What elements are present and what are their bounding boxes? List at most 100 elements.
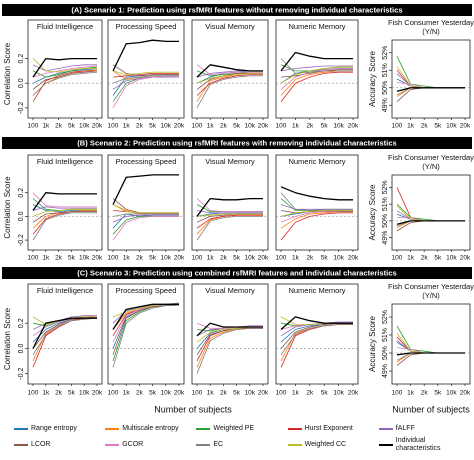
y-tick-label: -0.2 <box>18 102 25 114</box>
x-tick-label: 1k <box>42 390 50 397</box>
series-line <box>280 71 353 102</box>
y-tick-label: 52% <box>382 46 389 60</box>
panel-title: Numeric Memory <box>288 157 345 166</box>
series-line <box>112 39 179 72</box>
legend-swatch <box>378 428 393 430</box>
x-tick-label: 1k <box>407 390 415 397</box>
x-tick-label: 20k <box>348 390 359 397</box>
series-line <box>396 220 465 225</box>
x-tick-label: 100 <box>276 390 287 397</box>
y-tick-label: 49% <box>382 231 389 245</box>
series-line <box>280 324 353 368</box>
x-tick-label: 10k <box>446 390 457 397</box>
y-tick-label: 0.2 <box>18 318 25 328</box>
series-line <box>32 317 97 349</box>
legend-item: Weighted CC <box>287 437 379 453</box>
x-tick-label: 2k <box>306 390 314 397</box>
legend-swatch <box>287 428 302 430</box>
y-tick-label: 51% <box>382 197 389 211</box>
x-tick-label: 20k <box>348 123 359 130</box>
x-tick-label: 5k <box>233 390 241 397</box>
series-line <box>32 211 97 235</box>
x-tick-label: 10k <box>245 390 256 397</box>
x-tick-label: 20k <box>348 255 359 262</box>
series-line <box>112 213 179 217</box>
series-line <box>280 68 353 90</box>
series-line <box>280 65 353 72</box>
x-tick-label: 20k <box>460 123 471 130</box>
x-tick-label: 1k <box>407 123 415 130</box>
series-line <box>112 73 179 78</box>
x-tick-label: 5k <box>233 123 241 130</box>
legend-label: Range entropy <box>31 425 77 432</box>
y-axis-label: Correlation Score <box>3 42 12 105</box>
series-line <box>196 64 263 75</box>
series-line <box>280 316 353 330</box>
x-tick-label: 10k <box>79 123 90 130</box>
x-tick-label: 100 <box>108 255 119 262</box>
banner-title: (C) Scenario 3: Prediction using combine… <box>77 269 396 278</box>
y-tick-label: 52% <box>382 310 389 324</box>
legend-label: EC <box>213 441 224 448</box>
legend-item: Individual characteristics <box>378 437 470 453</box>
x-tick-label: 1k <box>123 123 131 130</box>
series-line <box>280 58 353 74</box>
legend-swatch <box>287 444 302 446</box>
x-tick-label: 10k <box>79 255 90 262</box>
legend-item: Hurst Exponent <box>287 425 379 433</box>
x-tick-label: 2k <box>306 123 314 130</box>
banner <box>2 137 472 149</box>
panel-frame <box>27 19 103 119</box>
x-tick-label: 1k <box>207 255 215 262</box>
legend-swatch <box>378 444 393 446</box>
x-tick-label: 20k <box>460 390 471 397</box>
panel-title: Visual Memory <box>205 286 255 295</box>
legend-swatch <box>105 444 120 446</box>
legend: Range entropy Multiscale entropy Weighted … <box>14 425 470 453</box>
y-tick-label: 0.0 <box>18 211 25 221</box>
x-tick-label: 1k <box>207 123 215 130</box>
x-tick-label: 1k <box>42 255 50 262</box>
x-tick-label: 20k <box>258 123 269 130</box>
series-line <box>280 51 353 72</box>
series-line <box>112 305 179 368</box>
y-tick-label: 51% <box>382 328 389 342</box>
x-axis-label: Number of subjects <box>154 404 232 414</box>
panel-frame <box>107 154 185 251</box>
series-line <box>196 210 263 214</box>
series-line <box>32 208 97 217</box>
series-line <box>396 70 465 89</box>
series-line <box>196 74 263 96</box>
x-tick-label: 2k <box>55 255 63 262</box>
series-line <box>112 75 179 109</box>
x-tick-label: 100 <box>192 123 203 130</box>
x-tick-label: 1k <box>42 123 50 130</box>
series-line <box>196 327 263 374</box>
panel-title: Visual Memory <box>205 22 255 31</box>
x-tick-label: 20k <box>174 255 185 262</box>
series-line <box>396 336 465 354</box>
legend-swatch <box>14 428 28 430</box>
panel-frame <box>107 19 185 119</box>
series-line <box>280 212 353 241</box>
series-line <box>32 70 97 102</box>
series-line <box>32 65 98 78</box>
x-tick-label: 100 <box>28 123 39 130</box>
series-line <box>32 69 98 96</box>
panel-frame <box>191 19 269 119</box>
series-line <box>32 71 98 96</box>
legend-item: LCOR <box>14 437 105 453</box>
legend-swatch <box>196 428 211 430</box>
panel-frame <box>275 283 359 385</box>
panel-frame <box>27 154 103 251</box>
x-tick-label: 2k <box>136 390 144 397</box>
series-line <box>196 73 263 102</box>
series-line <box>196 213 263 217</box>
x-tick-label: 100 <box>28 255 39 262</box>
x-tick-label: 10k <box>161 255 172 262</box>
panel-frame <box>391 303 471 385</box>
panel-frame <box>27 283 103 385</box>
panel-title: Numeric Memory <box>288 22 345 31</box>
panel-title: Numeric Memory <box>288 286 345 295</box>
